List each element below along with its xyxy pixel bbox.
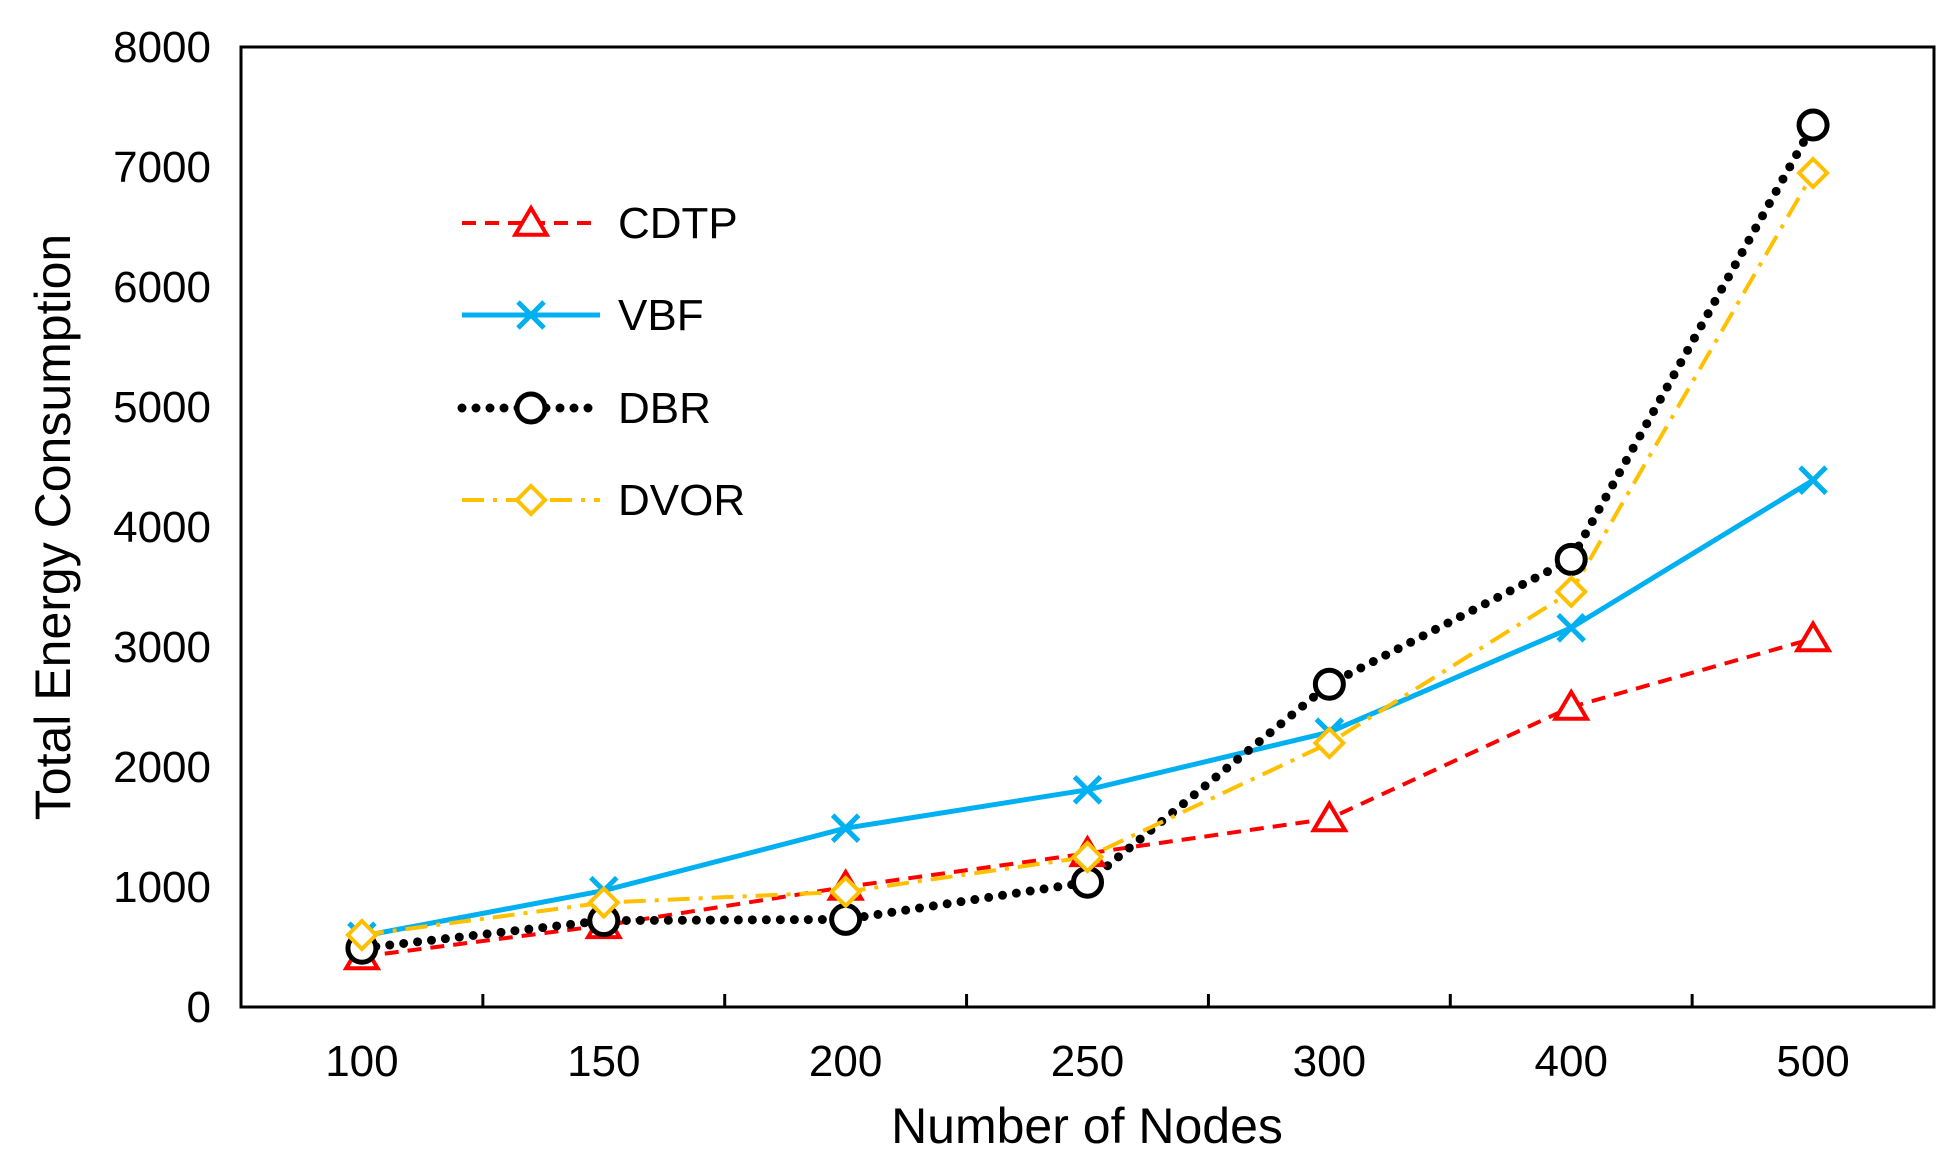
- x-tick-marks: [481, 994, 1694, 1007]
- legend-marker-vbf: [516, 300, 546, 330]
- x-tick-label: 500: [1776, 1037, 1849, 1086]
- legend-marker-dbr: [514, 391, 548, 425]
- data-point-dbr: [1796, 108, 1830, 142]
- y-axis-title: Total Energy Consumption: [25, 234, 81, 820]
- x-tick-label: 300: [1293, 1037, 1366, 1086]
- legend-label-cdtp: CDTP: [618, 199, 738, 248]
- legend-label-vbf: VBF: [618, 291, 704, 340]
- legend-marker-dvor: [514, 483, 548, 517]
- data-point-vbf: [830, 813, 861, 843]
- y-tick-label: 6000: [113, 263, 211, 312]
- legend: CDTP VBF DBR DVOR: [457, 199, 745, 525]
- y-tick-labels: 0 1000 2000 3000 4000 5000 6000 7000 8000: [113, 23, 211, 1032]
- x-tick-label: 250: [1051, 1037, 1124, 1086]
- y-tick-label: 8000: [113, 23, 211, 72]
- legend-label-dvor: DVOR: [618, 476, 745, 525]
- y-tick-label: 4000: [113, 503, 211, 552]
- x-tick-label: 400: [1535, 1037, 1608, 1086]
- data-point-dvor: [1312, 726, 1347, 760]
- data-point-dvor: [1554, 574, 1589, 609]
- series-layer: [342, 108, 1833, 971]
- data-point-dvor: [345, 918, 379, 952]
- y-tick-label: 2000: [113, 743, 211, 792]
- plot-area-frame: [239, 45, 1936, 1009]
- legend-label-dbr: DBR: [618, 384, 711, 433]
- y-tick-label: 1000: [113, 863, 211, 912]
- x-tick-label: 150: [567, 1037, 640, 1086]
- data-point-dvor: [586, 885, 621, 920]
- series-dvor-markers: [345, 156, 1830, 952]
- data-point-dbr: [1554, 542, 1588, 576]
- data-point-vbf: [1798, 465, 1828, 495]
- x-tick-label: 200: [809, 1037, 882, 1086]
- data-point-dbr: [1312, 667, 1346, 701]
- y-tick-label: 3000: [113, 623, 211, 672]
- data-point-dvor: [1070, 840, 1105, 874]
- data-point-cdtp: [1793, 619, 1833, 653]
- data-point-vbf: [1072, 775, 1103, 805]
- y-tick-label: 5000: [113, 383, 211, 432]
- x-tick-label: 100: [325, 1037, 398, 1086]
- data-point-cdtp: [1551, 688, 1591, 721]
- data-point-cdtp: [1310, 799, 1349, 833]
- data-point-dbr: [829, 902, 863, 936]
- y-tick-label: 0: [187, 983, 211, 1032]
- x-axis-title: Number of Nodes: [891, 1098, 1283, 1154]
- y-tick-label: 7000: [113, 143, 211, 192]
- data-point-vbf: [1556, 613, 1586, 643]
- data-point-dvor: [828, 874, 863, 909]
- legend-marker-cdtp: [511, 204, 551, 237]
- x-tick-labels: 100 150 200 250 300 400 500: [325, 1037, 1850, 1086]
- data-point-dvor: [1796, 156, 1830, 190]
